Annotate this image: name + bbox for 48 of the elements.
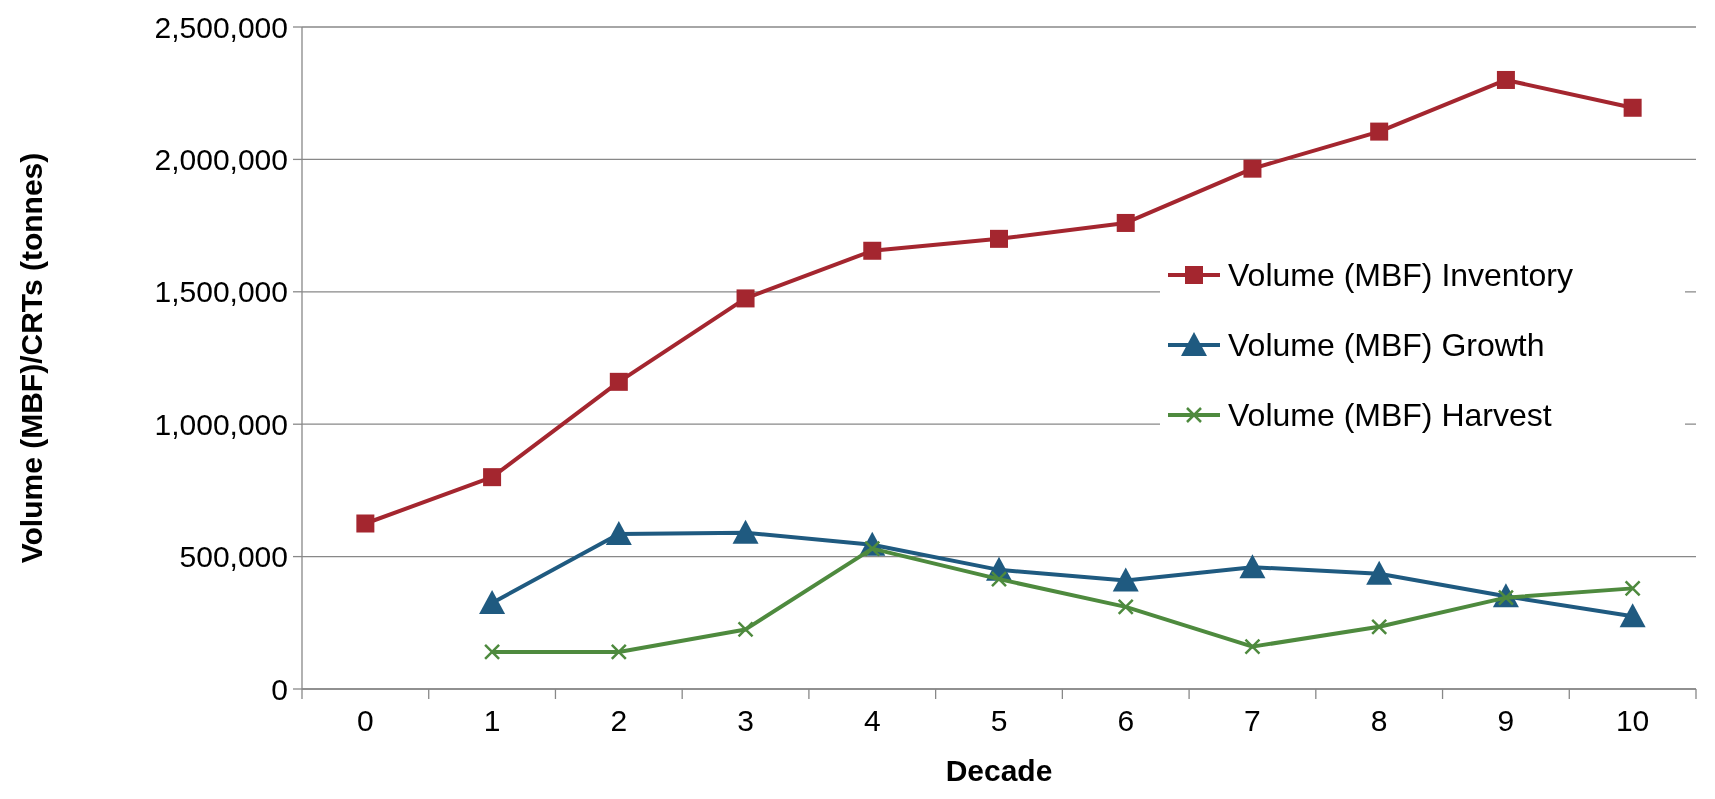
point	[1619, 603, 1646, 628]
legend-label: Volume (MBF) Growth	[1228, 327, 1545, 364]
point	[1624, 580, 1641, 597]
point	[863, 241, 882, 260]
y-tick-label: 0	[271, 672, 288, 706]
point	[990, 570, 1008, 588]
point	[1243, 159, 1262, 178]
x-tick-label: 6	[1117, 704, 1135, 737]
x-tick-label: 5	[990, 704, 1008, 737]
point	[736, 289, 755, 308]
point	[1366, 560, 1393, 585]
point	[1623, 98, 1642, 117]
point	[1244, 638, 1261, 655]
legend-label: Volume (MBF) Harvest	[1228, 397, 1552, 434]
point	[356, 514, 375, 533]
x-tick-label: 3	[737, 704, 754, 737]
point	[483, 643, 501, 661]
point	[990, 229, 1008, 248]
x-axis-title: Decade	[945, 754, 1053, 787]
legend-label: Volume (MBF) Inventory	[1228, 257, 1573, 294]
x-tick-label: 2	[610, 704, 628, 737]
x-tick-label: 10	[1615, 704, 1650, 737]
point	[737, 621, 754, 638]
y-tick-label: 1,500,000	[154, 275, 288, 309]
point	[1370, 618, 1388, 636]
x-tick-label: 4	[863, 704, 881, 737]
y-tick-label: 2,000,000	[154, 142, 288, 176]
x-tick-label: 0	[357, 704, 374, 737]
point	[732, 519, 759, 544]
point	[1112, 567, 1139, 592]
y-tick-label: 2,500,000	[154, 10, 288, 44]
point	[609, 372, 628, 391]
point	[1117, 598, 1134, 616]
y-axis-title: Volume (MBF)/CRTs (tonnes)	[15, 152, 48, 564]
point	[1116, 213, 1135, 232]
point	[483, 468, 502, 487]
point	[605, 521, 632, 546]
point	[1370, 122, 1389, 141]
point	[1239, 554, 1266, 579]
x-tick-label: 8	[1370, 704, 1388, 737]
point	[479, 589, 506, 614]
x-tick-label: 1	[483, 704, 501, 737]
y-tick-label: 1,000,000	[154, 407, 288, 441]
y-tick-label: 500,000	[179, 540, 288, 574]
point	[1496, 70, 1515, 89]
x-tick-label: 7	[1244, 704, 1261, 737]
x-tick-label: 9	[1497, 704, 1515, 737]
point	[610, 643, 628, 661]
